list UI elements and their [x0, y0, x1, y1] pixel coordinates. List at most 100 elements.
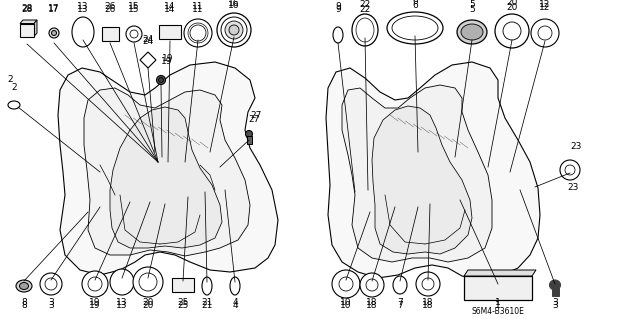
Polygon shape	[84, 88, 250, 256]
Text: 24: 24	[142, 35, 154, 44]
Ellipse shape	[110, 269, 134, 295]
Text: 13: 13	[77, 5, 89, 14]
Text: 11: 11	[192, 5, 204, 14]
Text: 17: 17	[48, 4, 60, 13]
Circle shape	[40, 273, 62, 295]
Ellipse shape	[461, 24, 483, 40]
Ellipse shape	[356, 18, 374, 42]
Polygon shape	[34, 20, 37, 36]
Text: 20: 20	[506, 0, 518, 7]
Circle shape	[184, 19, 212, 47]
Text: 21: 21	[202, 298, 212, 307]
Text: 20: 20	[142, 300, 154, 309]
Text: 17: 17	[48, 5, 60, 14]
Text: 11: 11	[192, 2, 204, 11]
Ellipse shape	[49, 28, 59, 38]
Bar	[464, 276, 532, 300]
Circle shape	[126, 26, 142, 42]
Text: 1: 1	[495, 300, 501, 309]
Text: 12: 12	[540, 4, 550, 12]
Circle shape	[422, 278, 434, 290]
Circle shape	[139, 273, 157, 291]
Ellipse shape	[352, 14, 378, 46]
Text: 7: 7	[397, 298, 403, 307]
Text: 19: 19	[163, 54, 173, 63]
Text: 27: 27	[250, 111, 262, 120]
Ellipse shape	[221, 17, 247, 43]
Text: 15: 15	[128, 5, 140, 14]
Ellipse shape	[333, 27, 343, 43]
Text: 19: 19	[161, 57, 173, 66]
Text: 19: 19	[89, 298, 100, 307]
Circle shape	[332, 270, 360, 298]
Bar	[246, 136, 252, 144]
Text: 4: 4	[232, 300, 238, 309]
Text: 3: 3	[552, 300, 558, 309]
Ellipse shape	[393, 276, 407, 294]
Circle shape	[538, 26, 552, 40]
Polygon shape	[140, 52, 156, 68]
Text: 26: 26	[104, 2, 116, 11]
Ellipse shape	[457, 20, 487, 44]
Bar	[102, 27, 118, 41]
Polygon shape	[342, 85, 492, 262]
Circle shape	[495, 14, 529, 48]
Text: 13: 13	[77, 2, 89, 11]
Circle shape	[82, 271, 108, 297]
Text: 5: 5	[469, 5, 475, 14]
Ellipse shape	[387, 12, 443, 44]
Text: 28: 28	[21, 4, 33, 13]
Text: 21: 21	[202, 300, 212, 309]
Text: 2: 2	[11, 83, 17, 92]
Text: 26: 26	[104, 5, 116, 14]
Polygon shape	[20, 20, 37, 24]
Circle shape	[503, 22, 521, 40]
Text: 6: 6	[412, 2, 418, 11]
Text: 10: 10	[340, 300, 352, 309]
Text: 3: 3	[48, 300, 54, 309]
Text: 18: 18	[366, 298, 378, 307]
Ellipse shape	[51, 31, 56, 35]
Text: 13: 13	[116, 298, 128, 307]
Ellipse shape	[16, 280, 32, 292]
Text: 28: 28	[21, 5, 33, 14]
Polygon shape	[110, 107, 222, 248]
Circle shape	[560, 160, 580, 180]
Text: 22: 22	[360, 5, 371, 14]
Text: 23: 23	[570, 142, 582, 151]
Text: 9: 9	[335, 2, 341, 11]
Text: S6M4-B3610E: S6M4-B3610E	[472, 307, 524, 316]
Text: 7: 7	[397, 300, 403, 309]
Text: 18: 18	[366, 300, 378, 309]
Text: 23: 23	[567, 183, 579, 192]
Ellipse shape	[202, 277, 212, 295]
Ellipse shape	[8, 101, 20, 109]
Text: 13: 13	[116, 300, 128, 309]
Ellipse shape	[246, 130, 253, 137]
Ellipse shape	[225, 21, 243, 39]
Circle shape	[360, 273, 384, 297]
Text: 16: 16	[228, 0, 240, 8]
Ellipse shape	[19, 283, 29, 290]
Ellipse shape	[72, 17, 94, 47]
Circle shape	[130, 30, 138, 38]
Bar	[172, 278, 194, 292]
Circle shape	[45, 278, 57, 290]
Circle shape	[366, 279, 378, 291]
Circle shape	[133, 267, 163, 297]
Text: 16: 16	[228, 1, 240, 10]
Circle shape	[531, 19, 559, 47]
Text: 4: 4	[232, 298, 238, 307]
Text: 20: 20	[506, 4, 518, 12]
Text: 18: 18	[422, 298, 434, 307]
Text: 1: 1	[495, 298, 501, 307]
Text: 27: 27	[248, 115, 260, 124]
Text: 9: 9	[335, 5, 341, 14]
Polygon shape	[326, 62, 540, 280]
Polygon shape	[372, 106, 472, 254]
Ellipse shape	[550, 280, 561, 290]
Text: 19: 19	[89, 300, 100, 309]
Text: 2: 2	[7, 75, 13, 84]
Text: 6: 6	[412, 0, 418, 6]
Text: 10: 10	[340, 298, 352, 307]
